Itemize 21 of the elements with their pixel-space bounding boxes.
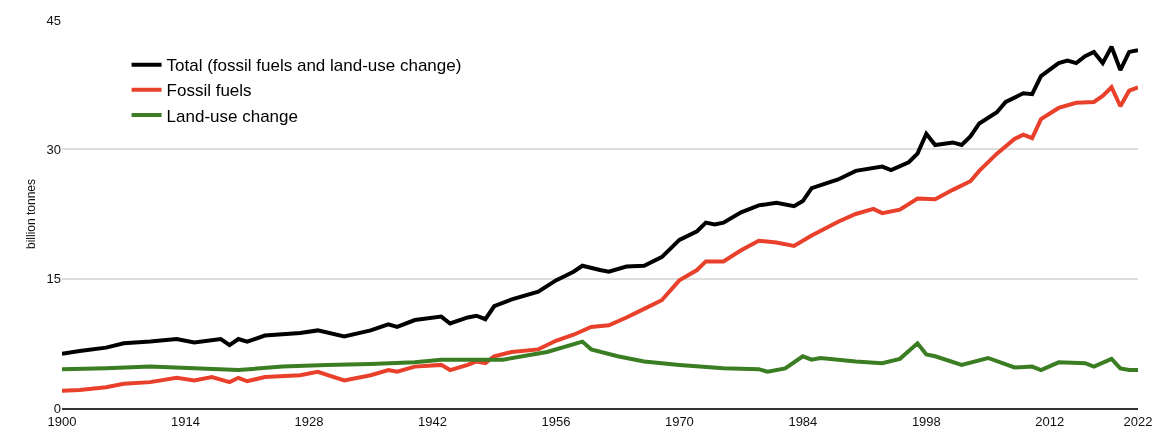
line-series (62, 44, 1138, 356)
legend-label: Total (fossil fuels and land-use change) (166, 56, 462, 76)
x-tick-label: 2012 (1035, 413, 1065, 429)
x-tick-label: 1914 (171, 413, 200, 429)
x-tick-label: 1998 (911, 413, 941, 429)
x-tick-label: 1956 (541, 413, 571, 429)
line-series (62, 85, 1138, 393)
y-axis-title: billion tonnes (23, 178, 38, 250)
line-series (62, 339, 1138, 374)
x-tick-label: 1942 (417, 413, 447, 429)
x-tick-label: 2022 (1123, 413, 1153, 429)
x-tick-label: 1928 (294, 413, 324, 429)
x-tick-label: 1984 (788, 413, 818, 429)
legend-label: Land-use change (166, 106, 298, 126)
y-tick-label: 0 (53, 400, 61, 416)
y-tick-label: 45 (46, 12, 61, 28)
legend-label: Fossil fuels (166, 81, 252, 101)
x-tick-label: 1970 (664, 413, 694, 429)
x-tick-label: 1900 (47, 413, 77, 429)
y-tick-label: 30 (46, 141, 61, 157)
y-tick-label: 15 (46, 271, 61, 287)
